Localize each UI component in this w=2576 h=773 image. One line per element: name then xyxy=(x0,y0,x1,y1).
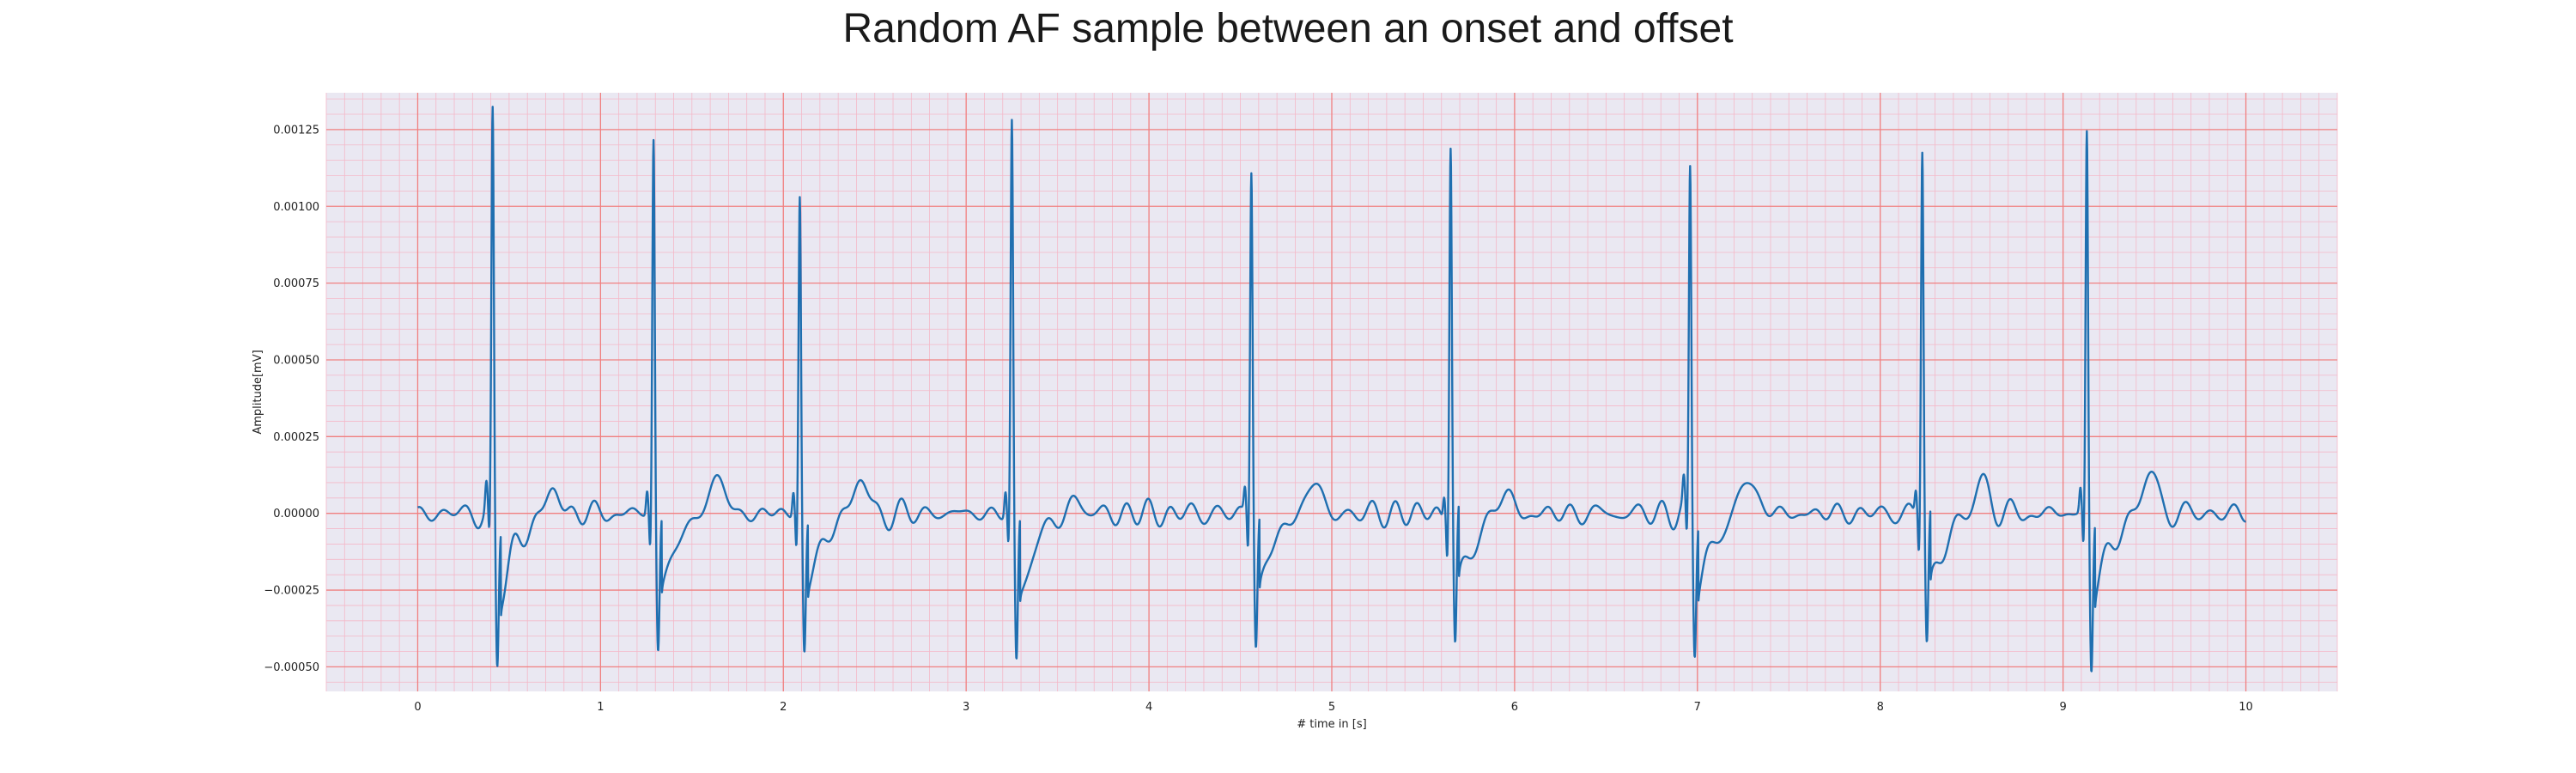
x-tick-label: 7 xyxy=(1694,701,1701,714)
y-tick-label: 0.00075 xyxy=(273,277,319,290)
y-tick-label: 0.00025 xyxy=(273,431,319,444)
ecg-signal-line xyxy=(416,106,2247,673)
y-tick-label: 0.00050 xyxy=(273,354,319,367)
x-tick-label: 2 xyxy=(780,701,787,714)
y-axis-label: Amplitude[mV] xyxy=(252,350,264,434)
x-tick-label: 9 xyxy=(2059,701,2066,714)
y-axis: −0.00050 −0.00025 0.00000 0.00025 0.00050 0.0… xyxy=(264,124,319,674)
x-tick-label: 8 xyxy=(1877,701,1884,714)
y-tick-label: −0.00025 xyxy=(264,585,319,598)
x-tick-label: 4 xyxy=(1145,701,1152,714)
x-axis: 0 1 2 3 4 5 6 7 8 9 10 xyxy=(414,701,2253,714)
y-tick-label: −0.00050 xyxy=(264,661,319,674)
x-tick-label: 10 xyxy=(2239,701,2253,714)
x-tick-label: 0 xyxy=(414,701,421,714)
y-tick-label: 0.00125 xyxy=(273,124,319,137)
x-tick-label: 1 xyxy=(597,701,604,714)
chart-title: Random AF sample between an onset and of… xyxy=(842,6,1734,52)
y-tick-label: 0.00000 xyxy=(273,508,319,520)
series-layer xyxy=(416,106,2247,673)
x-tick-label: 3 xyxy=(963,701,969,714)
x-tick-label: 6 xyxy=(1511,701,1518,714)
y-tick-label: 0.00100 xyxy=(273,201,319,214)
x-axis-label: # time in [s] xyxy=(1297,718,1366,731)
x-tick-label: 5 xyxy=(1328,701,1335,714)
